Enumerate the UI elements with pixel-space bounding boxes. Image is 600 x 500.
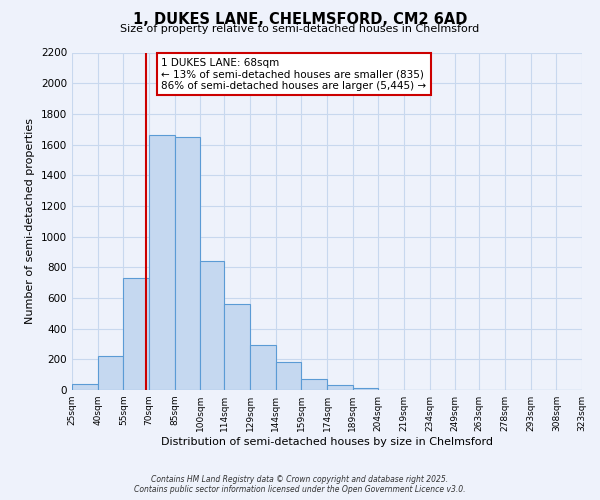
Bar	[353, 388, 379, 390]
Bar	[301, 380, 327, 390]
Bar	[124, 278, 149, 390]
Text: Contains HM Land Registry data © Crown copyright and database right 2025.
Contai: Contains HM Land Registry data © Crown c…	[134, 474, 466, 494]
Bar	[72, 384, 98, 390]
Text: Size of property relative to semi-detached houses in Chelmsford: Size of property relative to semi-detach…	[121, 24, 479, 34]
Bar	[250, 344, 275, 390]
Bar	[224, 304, 250, 390]
Bar	[149, 136, 175, 390]
Bar	[200, 261, 224, 390]
Bar	[175, 137, 200, 390]
Text: 1 DUKES LANE: 68sqm
← 13% of semi-detached houses are smaller (835)
86% of semi-: 1 DUKES LANE: 68sqm ← 13% of semi-detach…	[161, 58, 427, 91]
Text: 1, DUKES LANE, CHELMSFORD, CM2 6AD: 1, DUKES LANE, CHELMSFORD, CM2 6AD	[133, 12, 467, 28]
Bar	[327, 386, 353, 390]
Bar	[98, 356, 124, 390]
X-axis label: Distribution of semi-detached houses by size in Chelmsford: Distribution of semi-detached houses by …	[161, 437, 493, 447]
Y-axis label: Number of semi-detached properties: Number of semi-detached properties	[25, 118, 35, 324]
Bar	[275, 362, 301, 390]
